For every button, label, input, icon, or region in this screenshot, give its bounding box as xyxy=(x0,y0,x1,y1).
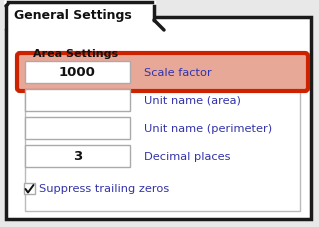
Bar xyxy=(8,17,152,20)
Text: 1000: 1000 xyxy=(59,66,96,79)
Text: Unit name (area): Unit name (area) xyxy=(144,96,241,106)
Text: Suppress trailing zeros: Suppress trailing zeros xyxy=(39,184,169,194)
Bar xyxy=(24,183,35,194)
Text: 3: 3 xyxy=(73,150,82,163)
Bar xyxy=(25,145,130,167)
Bar xyxy=(25,118,130,139)
Text: Area Settings: Area Settings xyxy=(33,49,118,59)
FancyBboxPatch shape xyxy=(4,1,156,31)
Text: Decimal places: Decimal places xyxy=(144,151,231,161)
Text: Scale factor: Scale factor xyxy=(144,68,212,78)
Text: General Settings: General Settings xyxy=(14,8,132,21)
Bar xyxy=(25,62,130,84)
Bar xyxy=(31,48,101,60)
Bar xyxy=(25,90,130,111)
FancyBboxPatch shape xyxy=(17,54,308,92)
Text: Unit name (perimeter): Unit name (perimeter) xyxy=(144,123,272,133)
Bar xyxy=(6,18,311,219)
Bar xyxy=(25,54,300,211)
